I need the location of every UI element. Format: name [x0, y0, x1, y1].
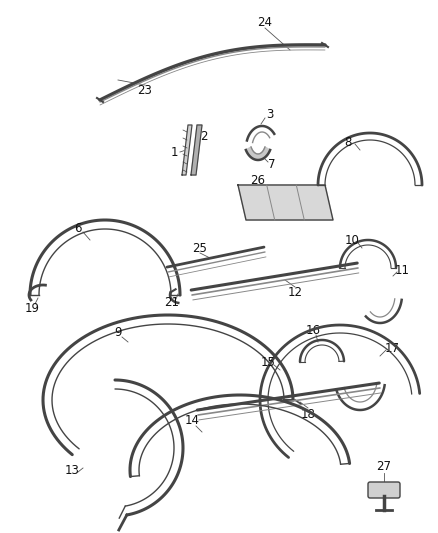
Text: 24: 24 — [258, 15, 272, 28]
Text: 1: 1 — [170, 146, 178, 158]
Text: 6: 6 — [74, 222, 82, 235]
Text: 14: 14 — [184, 414, 199, 426]
Text: 17: 17 — [385, 342, 399, 354]
Text: 25: 25 — [193, 241, 208, 254]
Text: 27: 27 — [377, 461, 392, 473]
Polygon shape — [246, 147, 270, 160]
Text: 16: 16 — [305, 324, 321, 336]
Text: 8: 8 — [344, 135, 352, 149]
Text: 13: 13 — [64, 464, 79, 477]
Text: 21: 21 — [165, 295, 180, 309]
Polygon shape — [238, 185, 333, 220]
Text: 12: 12 — [287, 287, 303, 300]
Text: 26: 26 — [251, 174, 265, 187]
FancyBboxPatch shape — [368, 482, 400, 498]
Text: 19: 19 — [25, 302, 39, 314]
Text: 10: 10 — [345, 233, 360, 246]
Text: 2: 2 — [200, 130, 208, 142]
Text: 9: 9 — [114, 326, 122, 338]
Text: 11: 11 — [395, 263, 410, 277]
Text: 3: 3 — [266, 109, 274, 122]
Polygon shape — [191, 125, 202, 175]
Text: 23: 23 — [138, 84, 152, 96]
Text: 18: 18 — [300, 408, 315, 422]
Polygon shape — [182, 125, 192, 175]
Text: 7: 7 — [268, 158, 276, 172]
Text: 15: 15 — [261, 356, 276, 368]
